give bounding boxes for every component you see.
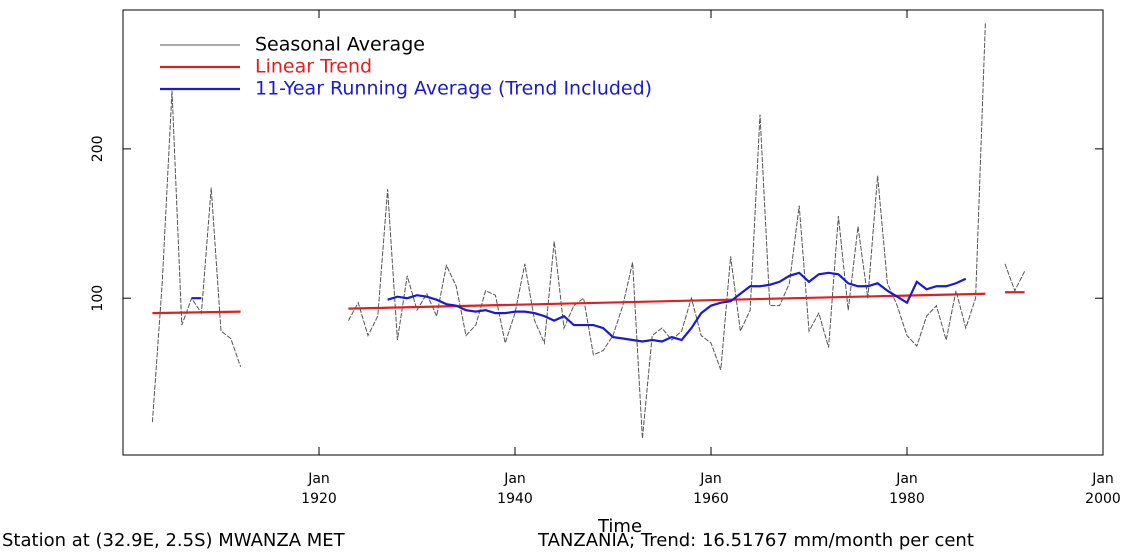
- y-tick-label: 100: [90, 285, 106, 312]
- series-line: [191, 271, 967, 343]
- x-axis-label: Time: [597, 516, 643, 537]
- x-tick-label: Jan 1920: [301, 471, 337, 507]
- series-line: [151, 21, 1026, 439]
- footer-right: TANZANIA; Trend: 16.51767 mm/month per c…: [538, 530, 974, 551]
- plot-frame: [122, 9, 1104, 456]
- x-tick-label: Jan 2000: [1085, 471, 1121, 507]
- footer-left: Station at (32.9E, 2.5S) MWANZA MET: [2, 530, 345, 551]
- legend-label: Linear Trend: [255, 56, 372, 78]
- legend-label: Seasonal Average: [255, 34, 425, 56]
- x-tick-label: Jan 1940: [497, 471, 533, 507]
- x-tick-label: Jan 1980: [889, 471, 925, 507]
- legend-label: 11-Year Running Average (Trend Included): [255, 78, 652, 100]
- x-tick-label: Jan 1960: [693, 471, 729, 507]
- y-tick-label: 200: [90, 136, 106, 163]
